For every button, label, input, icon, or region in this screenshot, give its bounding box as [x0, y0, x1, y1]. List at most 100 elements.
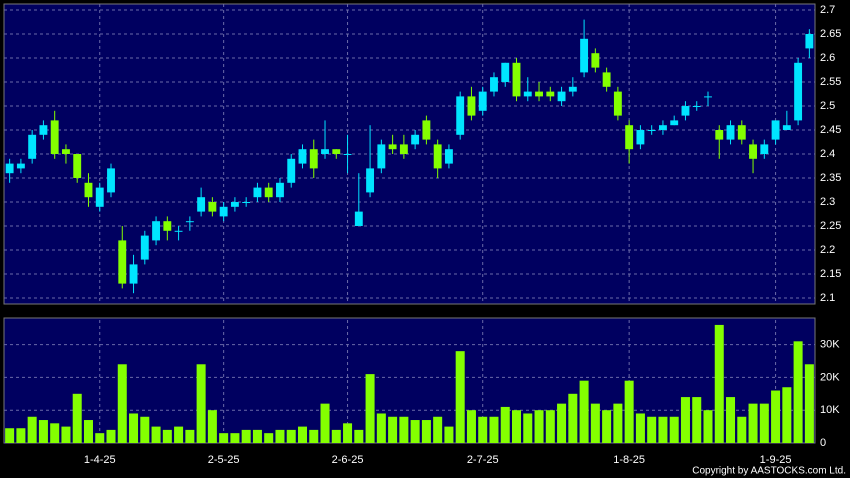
- candle-body: [670, 120, 679, 126]
- price-panel: [3, 3, 816, 305]
- volume-bar: [27, 416, 37, 443]
- volume-bar: [354, 429, 364, 443]
- candle-body: [230, 202, 239, 207]
- candle-body: [501, 62, 510, 82]
- y-tick-label: 2.2: [820, 244, 835, 256]
- volume-bar: [433, 416, 443, 443]
- candle-body: [219, 206, 228, 217]
- volume-bar: [38, 420, 48, 443]
- volume-bar: [117, 364, 127, 443]
- candle-body: [557, 91, 566, 102]
- candle-body: [467, 96, 476, 116]
- candle-body: [760, 144, 769, 154]
- candle-body: [332, 149, 341, 154]
- volume-bar: [793, 341, 803, 443]
- volume-bar: [602, 410, 612, 443]
- candle-body: [782, 125, 791, 130]
- volume-bar: [478, 416, 488, 443]
- volume-bar: [151, 426, 161, 443]
- candle-body: [377, 144, 386, 169]
- candle-body: [805, 34, 814, 49]
- volume-bar: [5, 428, 15, 443]
- volume-bar: [804, 364, 814, 443]
- volume-bar: [500, 406, 510, 443]
- volume-bar: [241, 429, 251, 443]
- candle-body: [478, 91, 487, 111]
- volume-bar: [466, 410, 476, 443]
- volume-bar: [759, 403, 769, 443]
- candle-body: [388, 144, 397, 150]
- candle-body: [535, 91, 543, 97]
- candle-body: [366, 168, 375, 193]
- volume-bar: [489, 416, 499, 443]
- candle-body: [343, 154, 352, 155]
- candle-body: [253, 187, 262, 198]
- volume-bar: [286, 429, 296, 443]
- y-tick-label: 30K: [820, 339, 840, 351]
- volume-bar: [579, 380, 589, 443]
- candle-body: [174, 230, 183, 232]
- volume-bar: [737, 416, 747, 443]
- volume-bar: [635, 413, 645, 443]
- volume-panel: [3, 317, 816, 444]
- candle-body: [490, 77, 498, 92]
- volume-bar: [174, 426, 184, 443]
- volume-bar: [309, 429, 319, 443]
- y-tick-label: 2.4: [820, 148, 835, 160]
- candle-body: [118, 240, 127, 284]
- candle-body: [39, 125, 48, 135]
- volume-bar: [782, 387, 792, 443]
- volume-bar: [523, 413, 533, 443]
- volume-bar: [83, 420, 93, 443]
- volume-bar: [376, 413, 386, 443]
- candle-body: [62, 149, 70, 154]
- candle-body: [264, 187, 273, 198]
- volume-bar: [106, 429, 116, 443]
- volume-bar: [162, 429, 172, 443]
- candle-body: [107, 168, 115, 193]
- y-tick-label: 2.25: [820, 220, 841, 232]
- candle-body: [95, 187, 104, 207]
- candle-body: [771, 120, 780, 140]
- volume-bar: [410, 420, 420, 443]
- candle-body: [276, 182, 284, 198]
- candle-body: [658, 125, 667, 130]
- y-tick-label: 2.6: [820, 52, 835, 64]
- candle-body: [309, 149, 318, 169]
- candle-body: [152, 221, 161, 241]
- volume-bar: [444, 426, 454, 443]
- volume-bar: [297, 426, 307, 443]
- candle-body: [422, 120, 431, 140]
- volume-bar: [129, 413, 139, 443]
- volume-bar: [647, 416, 657, 443]
- candle-body: [354, 211, 363, 226]
- candle-body: [523, 91, 532, 97]
- volume-bar: [388, 416, 398, 443]
- y-tick-label: 2.35: [820, 172, 841, 184]
- volume-bar: [252, 429, 262, 443]
- volume-bar: [365, 374, 375, 443]
- volume-bar: [50, 423, 60, 443]
- candle-body: [715, 130, 724, 140]
- y-tick-label: 20K: [820, 371, 840, 383]
- x-tick-label: 1-8-25: [613, 454, 645, 466]
- candle-body: [737, 125, 746, 140]
- volume-bar: [692, 397, 702, 443]
- candle-body: [399, 144, 408, 154]
- volume-bar: [771, 390, 781, 443]
- volume-bar: [16, 428, 26, 443]
- copyright: Copyright by AASTOCKS.com Ltd.: [692, 466, 846, 477]
- candle-body: [321, 149, 329, 154]
- volume-bar: [320, 403, 330, 443]
- candle-body: [287, 158, 296, 183]
- x-tick-label: 1-9-25: [760, 454, 792, 466]
- candle-body: [5, 163, 14, 174]
- candle-body: [568, 86, 577, 92]
- y-tick-label: 2.3: [820, 196, 835, 208]
- volume-bar: [590, 403, 600, 443]
- volume-bar: [343, 423, 353, 443]
- x-tick-label: 2-5-25: [208, 454, 240, 466]
- volume-bar: [748, 403, 758, 443]
- candle-body: [433, 144, 442, 169]
